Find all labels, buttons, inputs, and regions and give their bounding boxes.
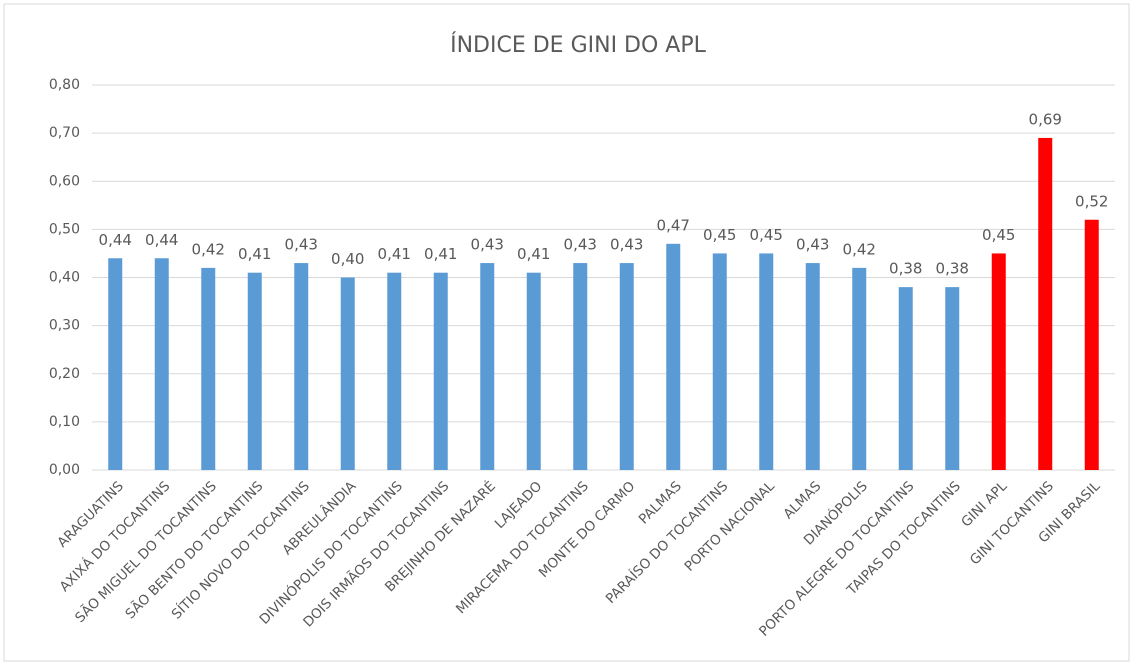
value-label: 0,38	[936, 260, 969, 278]
bar	[573, 263, 588, 470]
value-label: 0,41	[424, 245, 457, 263]
value-label: 0,45	[750, 226, 783, 244]
bar	[294, 263, 309, 470]
bar	[712, 253, 727, 470]
value-label: 0,43	[610, 236, 643, 254]
y-tick-label: 0,30	[49, 318, 80, 334]
bar	[108, 258, 123, 470]
value-label: 0,38	[889, 260, 922, 278]
value-label: 0,42	[843, 240, 876, 258]
y-tick-label: 0,20	[49, 366, 80, 382]
bar	[247, 272, 262, 470]
value-label: 0,45	[703, 226, 736, 244]
value-label: 0,69	[1029, 110, 1062, 128]
bar	[387, 272, 402, 470]
chart-border	[3, 3, 1130, 662]
y-tick-label: 0,50	[49, 221, 80, 237]
value-label: 0,44	[145, 231, 178, 249]
y-tick-label: 0,40	[49, 270, 80, 286]
value-label: 0,44	[99, 231, 132, 249]
bar	[201, 267, 216, 470]
bar	[1038, 137, 1053, 470]
chart-title: ÍNDICE DE GINI DO APL	[450, 32, 707, 58]
bar	[619, 263, 634, 470]
bar	[526, 272, 541, 470]
value-label: 0,43	[285, 236, 318, 254]
bar	[480, 263, 495, 470]
value-label: 0,47	[657, 216, 690, 234]
value-label: 0,52	[1075, 192, 1108, 210]
bar	[991, 253, 1006, 470]
y-tick-label: 0,10	[49, 414, 80, 430]
bar	[666, 243, 681, 470]
bar	[1084, 219, 1099, 470]
bar	[852, 267, 867, 470]
y-tick-label: 0,80	[49, 77, 80, 93]
y-tick-label: 0,70	[49, 125, 80, 141]
y-tick-label: 0,00	[49, 462, 80, 478]
value-label: 0,45	[982, 226, 1015, 244]
bar	[805, 263, 820, 470]
value-label: 0,41	[378, 245, 411, 263]
value-label: 0,42	[192, 240, 225, 258]
value-label: 0,43	[471, 236, 504, 254]
value-label: 0,41	[238, 245, 271, 263]
bar	[759, 253, 774, 470]
value-label: 0,43	[564, 236, 597, 254]
value-label: 0,40	[331, 250, 364, 268]
bar	[154, 258, 169, 470]
bar	[945, 287, 960, 470]
value-label: 0,43	[796, 236, 829, 254]
y-tick-label: 0,60	[49, 173, 80, 189]
value-label: 0,41	[517, 245, 550, 263]
bar	[340, 277, 355, 470]
bar	[898, 287, 913, 470]
bar	[433, 272, 448, 470]
